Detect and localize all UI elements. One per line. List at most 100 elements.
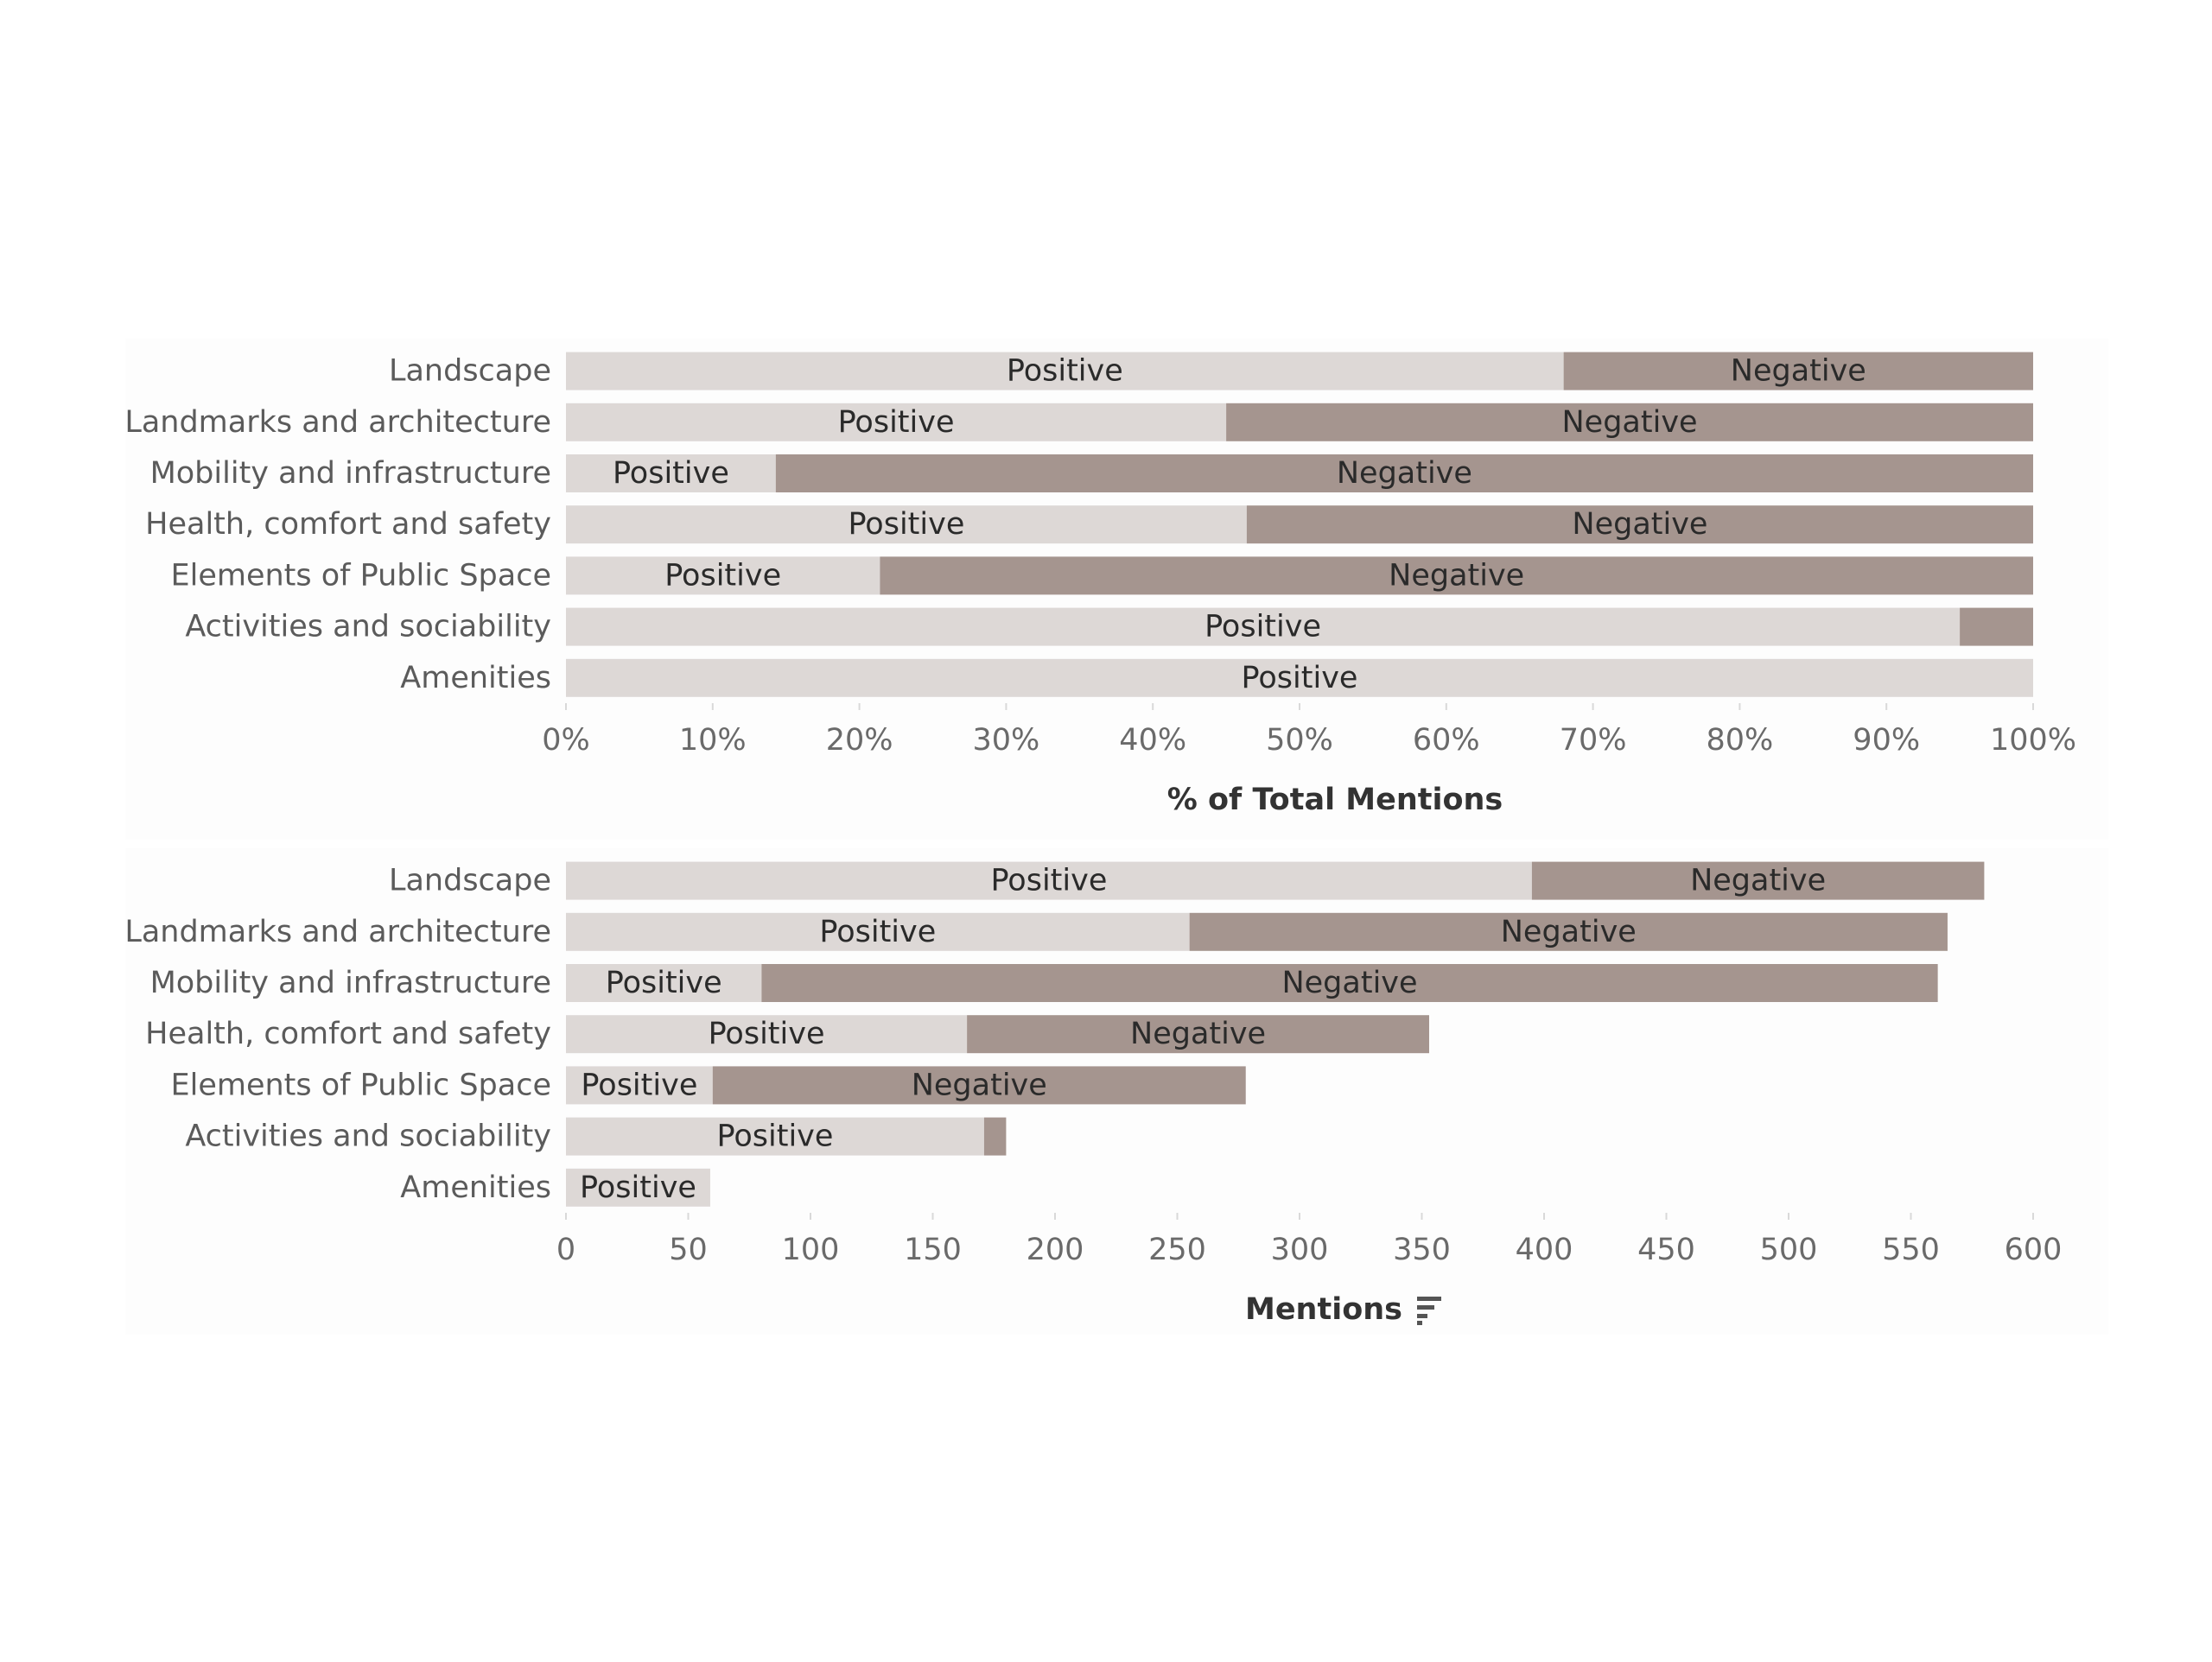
category-label: Mobility and infrastructure bbox=[150, 966, 551, 1000]
sort-icon-bar bbox=[1417, 1297, 1441, 1301]
segment-label: Positive bbox=[580, 1170, 696, 1205]
negative-bar-segment bbox=[712, 1066, 1246, 1105]
x-tick-label: 20% bbox=[826, 723, 893, 758]
segment-label: Negative bbox=[1337, 456, 1472, 491]
category-label: Amenities bbox=[400, 661, 551, 695]
segment-label: Positive bbox=[848, 507, 964, 542]
segment-label: Negative bbox=[1389, 558, 1524, 593]
category-label: Landscape bbox=[389, 354, 551, 389]
positive-bar-segment bbox=[566, 403, 1227, 441]
positive-bar-segment bbox=[566, 964, 762, 1002]
segment-label: Positive bbox=[838, 405, 955, 440]
x-tick-label: 450 bbox=[1637, 1233, 1695, 1267]
x-tick-label: 30% bbox=[973, 723, 1040, 758]
positive-bar-segment bbox=[566, 658, 2033, 697]
bar-row: Landscape Positive Negative bbox=[389, 861, 1985, 900]
x-tick-label: 10% bbox=[679, 723, 747, 758]
category-label: Health, comfort and safety bbox=[145, 1017, 551, 1051]
x-tick-label: 60% bbox=[1413, 723, 1480, 758]
x-tick-label: 90% bbox=[1853, 723, 1920, 758]
segment-label: Negative bbox=[1501, 915, 1637, 949]
segment-label: Negative bbox=[1130, 1017, 1266, 1051]
category-label: Activities and sociability bbox=[185, 1120, 551, 1154]
positive-bar-segment bbox=[566, 607, 1961, 646]
negative-bar-segment bbox=[1189, 912, 1948, 951]
x-tick-label: 50% bbox=[1266, 723, 1333, 758]
category-label: Amenities bbox=[400, 1170, 551, 1205]
category-label: Elements of Public Space bbox=[171, 558, 552, 593]
positive-bar-segment bbox=[566, 1117, 984, 1156]
x-axis-title: % of Total Mentions bbox=[1167, 783, 1503, 817]
negative-bar-segment bbox=[880, 556, 2033, 595]
category-label: Elements of Public Space bbox=[171, 1068, 552, 1102]
segment-label: Negative bbox=[1562, 405, 1698, 440]
positive-bar-segment bbox=[566, 505, 1247, 544]
x-tick-label: 250 bbox=[1148, 1233, 1206, 1267]
sort-icon-bar bbox=[1417, 1305, 1434, 1310]
sort-icon-bar bbox=[1417, 1321, 1422, 1325]
negative-bar-segment bbox=[1531, 861, 1985, 900]
positive-bar-segment bbox=[566, 1168, 710, 1207]
negative-bar-segment bbox=[983, 1117, 1007, 1156]
negative-bar-segment bbox=[761, 964, 1938, 1002]
x-tick-label: 50 bbox=[669, 1233, 708, 1267]
bar-row: Amenities Positive bbox=[400, 658, 2033, 697]
positive-bar-segment bbox=[566, 1066, 713, 1105]
bar-row: Landscape Positive Negative bbox=[389, 352, 2033, 390]
negative-bar-segment bbox=[1960, 607, 2033, 646]
sort-icon-bar bbox=[1417, 1314, 1427, 1318]
x-tick-label: 40% bbox=[1119, 723, 1186, 758]
x-tick-label: 500 bbox=[1760, 1233, 1818, 1267]
positive-bar-segment bbox=[566, 352, 1564, 390]
segment-label: Positive bbox=[664, 558, 781, 593]
bar-row: Elements of Public Space Positive Negative bbox=[171, 1066, 1246, 1105]
segment-label: Negative bbox=[1281, 966, 1417, 1000]
x-tick-label: 0% bbox=[542, 723, 590, 758]
bar-row: Health, comfort and safety Positive Negati… bbox=[145, 505, 2033, 544]
positive-bar-segment bbox=[566, 556, 880, 595]
segment-label: Negative bbox=[1690, 864, 1826, 898]
x-tick-label: 100% bbox=[1990, 723, 2076, 758]
bar-row: Health, comfort and safety Positive Negati… bbox=[145, 1015, 1429, 1054]
category-label: Landscape bbox=[389, 864, 551, 898]
segment-label: Positive bbox=[709, 1017, 825, 1051]
negative-bar-segment bbox=[1226, 403, 2033, 441]
bar-row: Elements of Public Space Positive Negative bbox=[171, 556, 2033, 595]
bar-row: Amenities Positive bbox=[400, 1168, 710, 1207]
x-tick-label: 70% bbox=[1560, 723, 1627, 758]
segment-label: Negative bbox=[1731, 354, 1866, 389]
x-axis-title: Mentions bbox=[1245, 1292, 1402, 1327]
x-tick-label: 400 bbox=[1516, 1233, 1573, 1267]
x-tick-label: 600 bbox=[2005, 1233, 2063, 1267]
bar-row: Activities and sociability Positive bbox=[185, 607, 2033, 646]
negative-bar-segment bbox=[1246, 505, 2033, 544]
x-tick-label: 550 bbox=[1882, 1233, 1940, 1267]
bar-row: Mobility and infrastructure Positive Negat… bbox=[150, 964, 1938, 1002]
positive-bar-segment bbox=[566, 861, 1532, 900]
positive-bar-segment bbox=[566, 454, 776, 492]
category-label: Landmarks and architecture bbox=[124, 915, 551, 949]
segment-label: Negative bbox=[1572, 507, 1707, 542]
segment-label: Positive bbox=[1007, 354, 1123, 389]
x-tick-label: 350 bbox=[1393, 1233, 1451, 1267]
negative-bar-segment bbox=[775, 454, 2034, 492]
negative-bar-segment bbox=[1563, 352, 2033, 390]
sort-descending-icon[interactable] bbox=[1417, 1297, 1441, 1325]
negative-bar-segment bbox=[967, 1015, 1429, 1054]
category-label: Activities and sociability bbox=[185, 610, 551, 644]
segment-label: Positive bbox=[990, 864, 1107, 898]
segment-label: Positive bbox=[1205, 610, 1321, 644]
positive-bar-segment bbox=[566, 1015, 968, 1054]
segment-label: Positive bbox=[1242, 661, 1358, 695]
segment-label: Positive bbox=[581, 1068, 697, 1102]
bar-row: Landmarks and architecture Positive Negati… bbox=[124, 912, 1948, 951]
x-tick-label: 100 bbox=[782, 1233, 840, 1267]
x-tick-label: 200 bbox=[1027, 1233, 1084, 1267]
segment-label: Positive bbox=[613, 456, 729, 491]
category-label: Landmarks and architecture bbox=[124, 405, 551, 440]
segment-label: Positive bbox=[819, 915, 936, 949]
segment-label: Positive bbox=[716, 1120, 833, 1154]
